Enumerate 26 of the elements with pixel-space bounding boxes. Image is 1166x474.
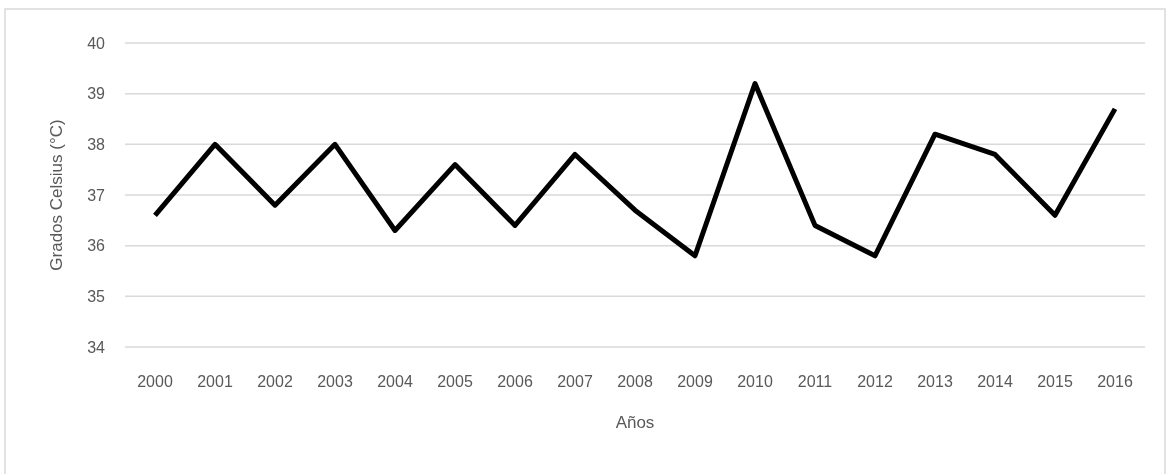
x-tick-label: 2010 (737, 373, 773, 390)
x-tick-label: 2004 (377, 373, 413, 390)
x-tick-label: 2003 (317, 373, 353, 390)
y-tick-label: 38 (87, 135, 106, 153)
x-tick-label: 2002 (257, 373, 293, 390)
x-tick-label: 2005 (437, 373, 473, 390)
x-tick-label: 2012 (857, 373, 893, 390)
x-tick-label: 2006 (497, 373, 533, 390)
y-tick-label: 35 (87, 287, 106, 305)
y-tick-label: 39 (87, 85, 106, 103)
y-tick-label: 40 (87, 34, 106, 52)
x-tick-label: 2001 (197, 373, 233, 390)
x-tick-label: 2014 (977, 373, 1013, 390)
y-tick-label: 37 (87, 186, 106, 204)
y-tick-label: 34 (87, 338, 106, 356)
x-tick-label: 2007 (557, 373, 593, 390)
y-axis-title: Grados Celsius (°C) (47, 119, 66, 271)
x-tick-label: 2009 (677, 373, 713, 390)
x-tick-label: 2015 (1037, 373, 1073, 390)
y-tick-label: 36 (87, 237, 106, 255)
x-tick-label: 2000 (137, 373, 173, 390)
x-tick-label: 2013 (917, 373, 953, 390)
x-tick-label: 2008 (617, 373, 653, 390)
x-tick-label: 2016 (1097, 373, 1133, 390)
x-tick-label: 2011 (797, 373, 833, 390)
x-axis-title: Años (615, 413, 655, 432)
